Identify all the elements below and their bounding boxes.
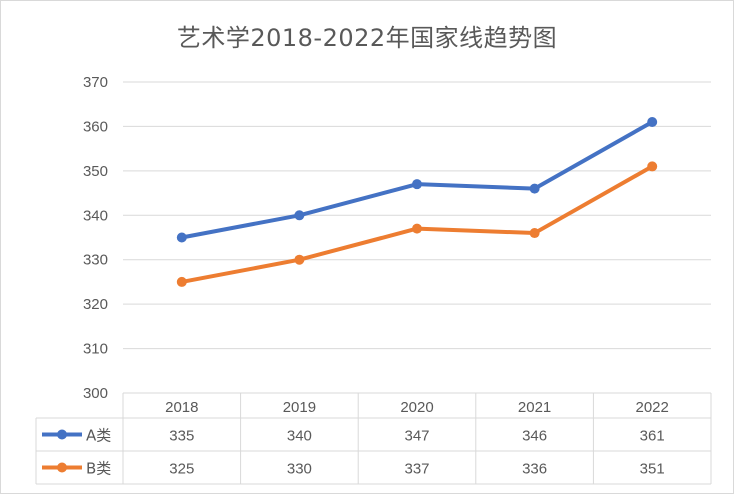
- data-point: [176, 232, 187, 243]
- table-value: 346: [522, 428, 547, 445]
- data-point: [294, 254, 305, 265]
- table-value: 337: [404, 461, 429, 478]
- y-tick-label: 300: [83, 385, 108, 402]
- table-value: 336: [522, 461, 547, 478]
- table-value: 325: [169, 461, 194, 478]
- data-point: [647, 161, 658, 172]
- table-value: 330: [287, 461, 312, 478]
- y-tick-label: 370: [83, 74, 108, 91]
- y-tick-label: 360: [83, 118, 108, 135]
- table-value: 335: [169, 428, 194, 445]
- table-value: 340: [287, 428, 312, 445]
- data-point: [412, 223, 422, 234]
- table-value: 347: [404, 428, 429, 445]
- x-category-label: 2022: [636, 399, 669, 416]
- legend-label: B类: [86, 460, 111, 478]
- legend-key-marker: [57, 429, 67, 440]
- y-tick-label: 340: [83, 207, 108, 224]
- legend-label: A类: [86, 427, 111, 445]
- x-category-label: 2019: [283, 399, 316, 416]
- table-value: 351: [640, 461, 665, 478]
- data-point: [176, 276, 187, 287]
- y-tick-label: 310: [83, 341, 108, 358]
- y-tick-label: 320: [83, 296, 108, 313]
- y-tick-label: 330: [83, 252, 108, 269]
- chart-title: 艺术学2018-2022年国家线趋势图: [176, 24, 558, 52]
- data-point: [412, 179, 422, 190]
- x-category-label: 2020: [400, 399, 433, 416]
- data-point: [529, 183, 540, 194]
- x-category-label: 2021: [518, 399, 551, 416]
- data-point: [294, 210, 305, 221]
- y-tick-label: 350: [83, 163, 108, 180]
- data-point: [529, 228, 540, 239]
- data-point: [647, 116, 658, 127]
- table-value: 361: [640, 428, 665, 445]
- legend-key-marker: [57, 462, 67, 473]
- x-category-label: 2018: [165, 399, 198, 416]
